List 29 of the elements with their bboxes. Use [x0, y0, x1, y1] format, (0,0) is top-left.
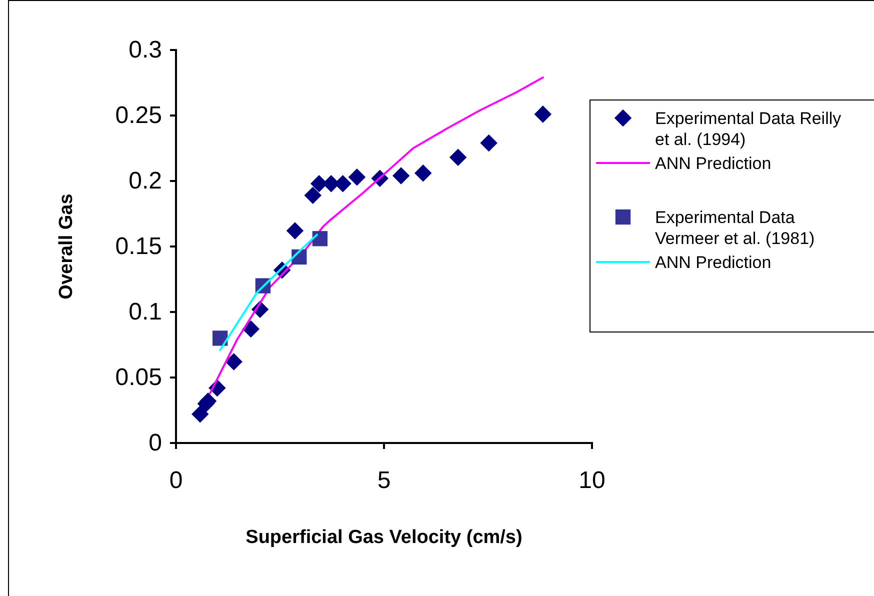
x-tick-label: 5 [377, 467, 391, 494]
y-tick-label: 0 [148, 430, 162, 457]
y-tick-label: 0.15 [115, 233, 162, 260]
point [286, 222, 304, 240]
point [414, 164, 432, 182]
legend-label: Experimental Data Vermeer et al. (1981) [655, 208, 815, 248]
x-tick-label: 0 [169, 467, 183, 494]
point [392, 167, 410, 184]
point [212, 330, 228, 346]
point [348, 168, 366, 186]
x-axis-title: Superficial Gas Velocity (cm/s) [246, 527, 522, 548]
point [225, 353, 242, 370]
point [304, 186, 322, 204]
y-tick-label: 0.2 [128, 168, 162, 195]
y-axis-title: Overall Gas [56, 194, 77, 300]
point [449, 148, 467, 166]
x-tick-label: 10 [578, 467, 606, 494]
point [480, 134, 498, 152]
point [242, 320, 260, 338]
y-tick-label: 0.25 [115, 102, 162, 130]
legend-label: ANN Prediction [655, 253, 772, 272]
y-tick-label: 0.05 [115, 364, 162, 392]
y-tick-label: 0.3 [128, 36, 162, 64]
legend-label: Experimental Data Reilly et al. (1994) [655, 109, 842, 149]
point [191, 406, 209, 423]
y-tick-label: 0.1 [128, 298, 162, 326]
legend-label: ANN Prediction [655, 154, 772, 173]
point [312, 231, 328, 246]
point [534, 106, 552, 123]
